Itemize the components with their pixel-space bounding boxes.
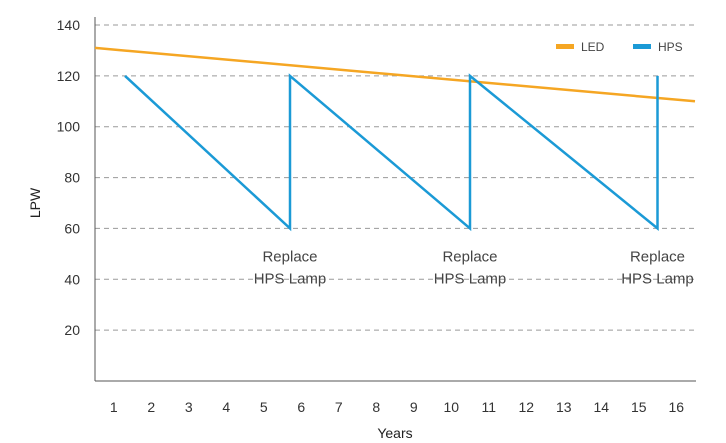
x-tick-label-12: 12	[518, 399, 534, 415]
x-tick-label-3: 3	[185, 399, 193, 415]
axes	[94, 17, 696, 382]
series-line-led	[94, 46, 696, 103]
legend-label-led: LED	[581, 40, 605, 54]
series-line-hps	[124, 73, 659, 232]
grid-lines	[95, 24, 695, 331]
annotation-3-line-2: HPS Lamp	[621, 271, 694, 288]
series-lines	[94, 46, 696, 232]
x-tick-label-13: 13	[556, 399, 572, 415]
x-tick-label-9: 9	[410, 399, 418, 415]
x-tick-label-5: 5	[260, 399, 268, 415]
x-tick-label-1: 1	[110, 399, 118, 415]
x-tick-label-2: 2	[147, 399, 155, 415]
x-tick-label-14: 14	[593, 399, 609, 415]
x-tick-label-10: 10	[443, 399, 459, 415]
y-tick-label-40: 40	[64, 271, 80, 287]
x-tick-label-7: 7	[335, 399, 343, 415]
annotations: Replace HPS Lamp Replace HPS Lamp Replace HPS…	[254, 249, 694, 288]
annotation-2-line-1: Replace	[442, 249, 497, 266]
annotation-1-line-1: Replace	[262, 249, 317, 266]
x-tick-label-6: 6	[297, 399, 305, 415]
annotation-3-line-1: Replace	[630, 249, 685, 266]
y-axis-label: LPW	[27, 187, 43, 218]
y-tick-label-120: 120	[57, 68, 81, 84]
x-tick-label-8: 8	[372, 399, 380, 415]
legend-swatch-hps	[633, 44, 651, 49]
x-axis-label: Years	[377, 425, 412, 441]
y-tick-label-80: 80	[64, 170, 80, 186]
legend-label-hps: HPS	[658, 40, 683, 54]
y-tick-label-20: 20	[64, 322, 80, 338]
y-tick-label-60: 60	[64, 220, 80, 236]
x-tick-label-4: 4	[222, 399, 230, 415]
y-tick-label-100: 100	[57, 119, 81, 135]
legend-swatch-led	[556, 44, 574, 49]
annotation-2-line-2: HPS Lamp	[434, 271, 507, 288]
annotation-1-line-2: HPS Lamp	[254, 271, 327, 288]
x-tick-labels: 1 2 3 4 5 6 7 8 9 10 11 12 13 14 15 16	[110, 399, 684, 415]
y-tick-labels: 20 40 60 80 100 120 140	[57, 17, 81, 338]
x-tick-label-16: 16	[668, 399, 684, 415]
y-tick-label-140: 140	[57, 17, 81, 33]
x-tick-label-15: 15	[631, 399, 647, 415]
legend: LED HPS	[556, 40, 683, 54]
x-tick-label-11: 11	[481, 399, 496, 415]
